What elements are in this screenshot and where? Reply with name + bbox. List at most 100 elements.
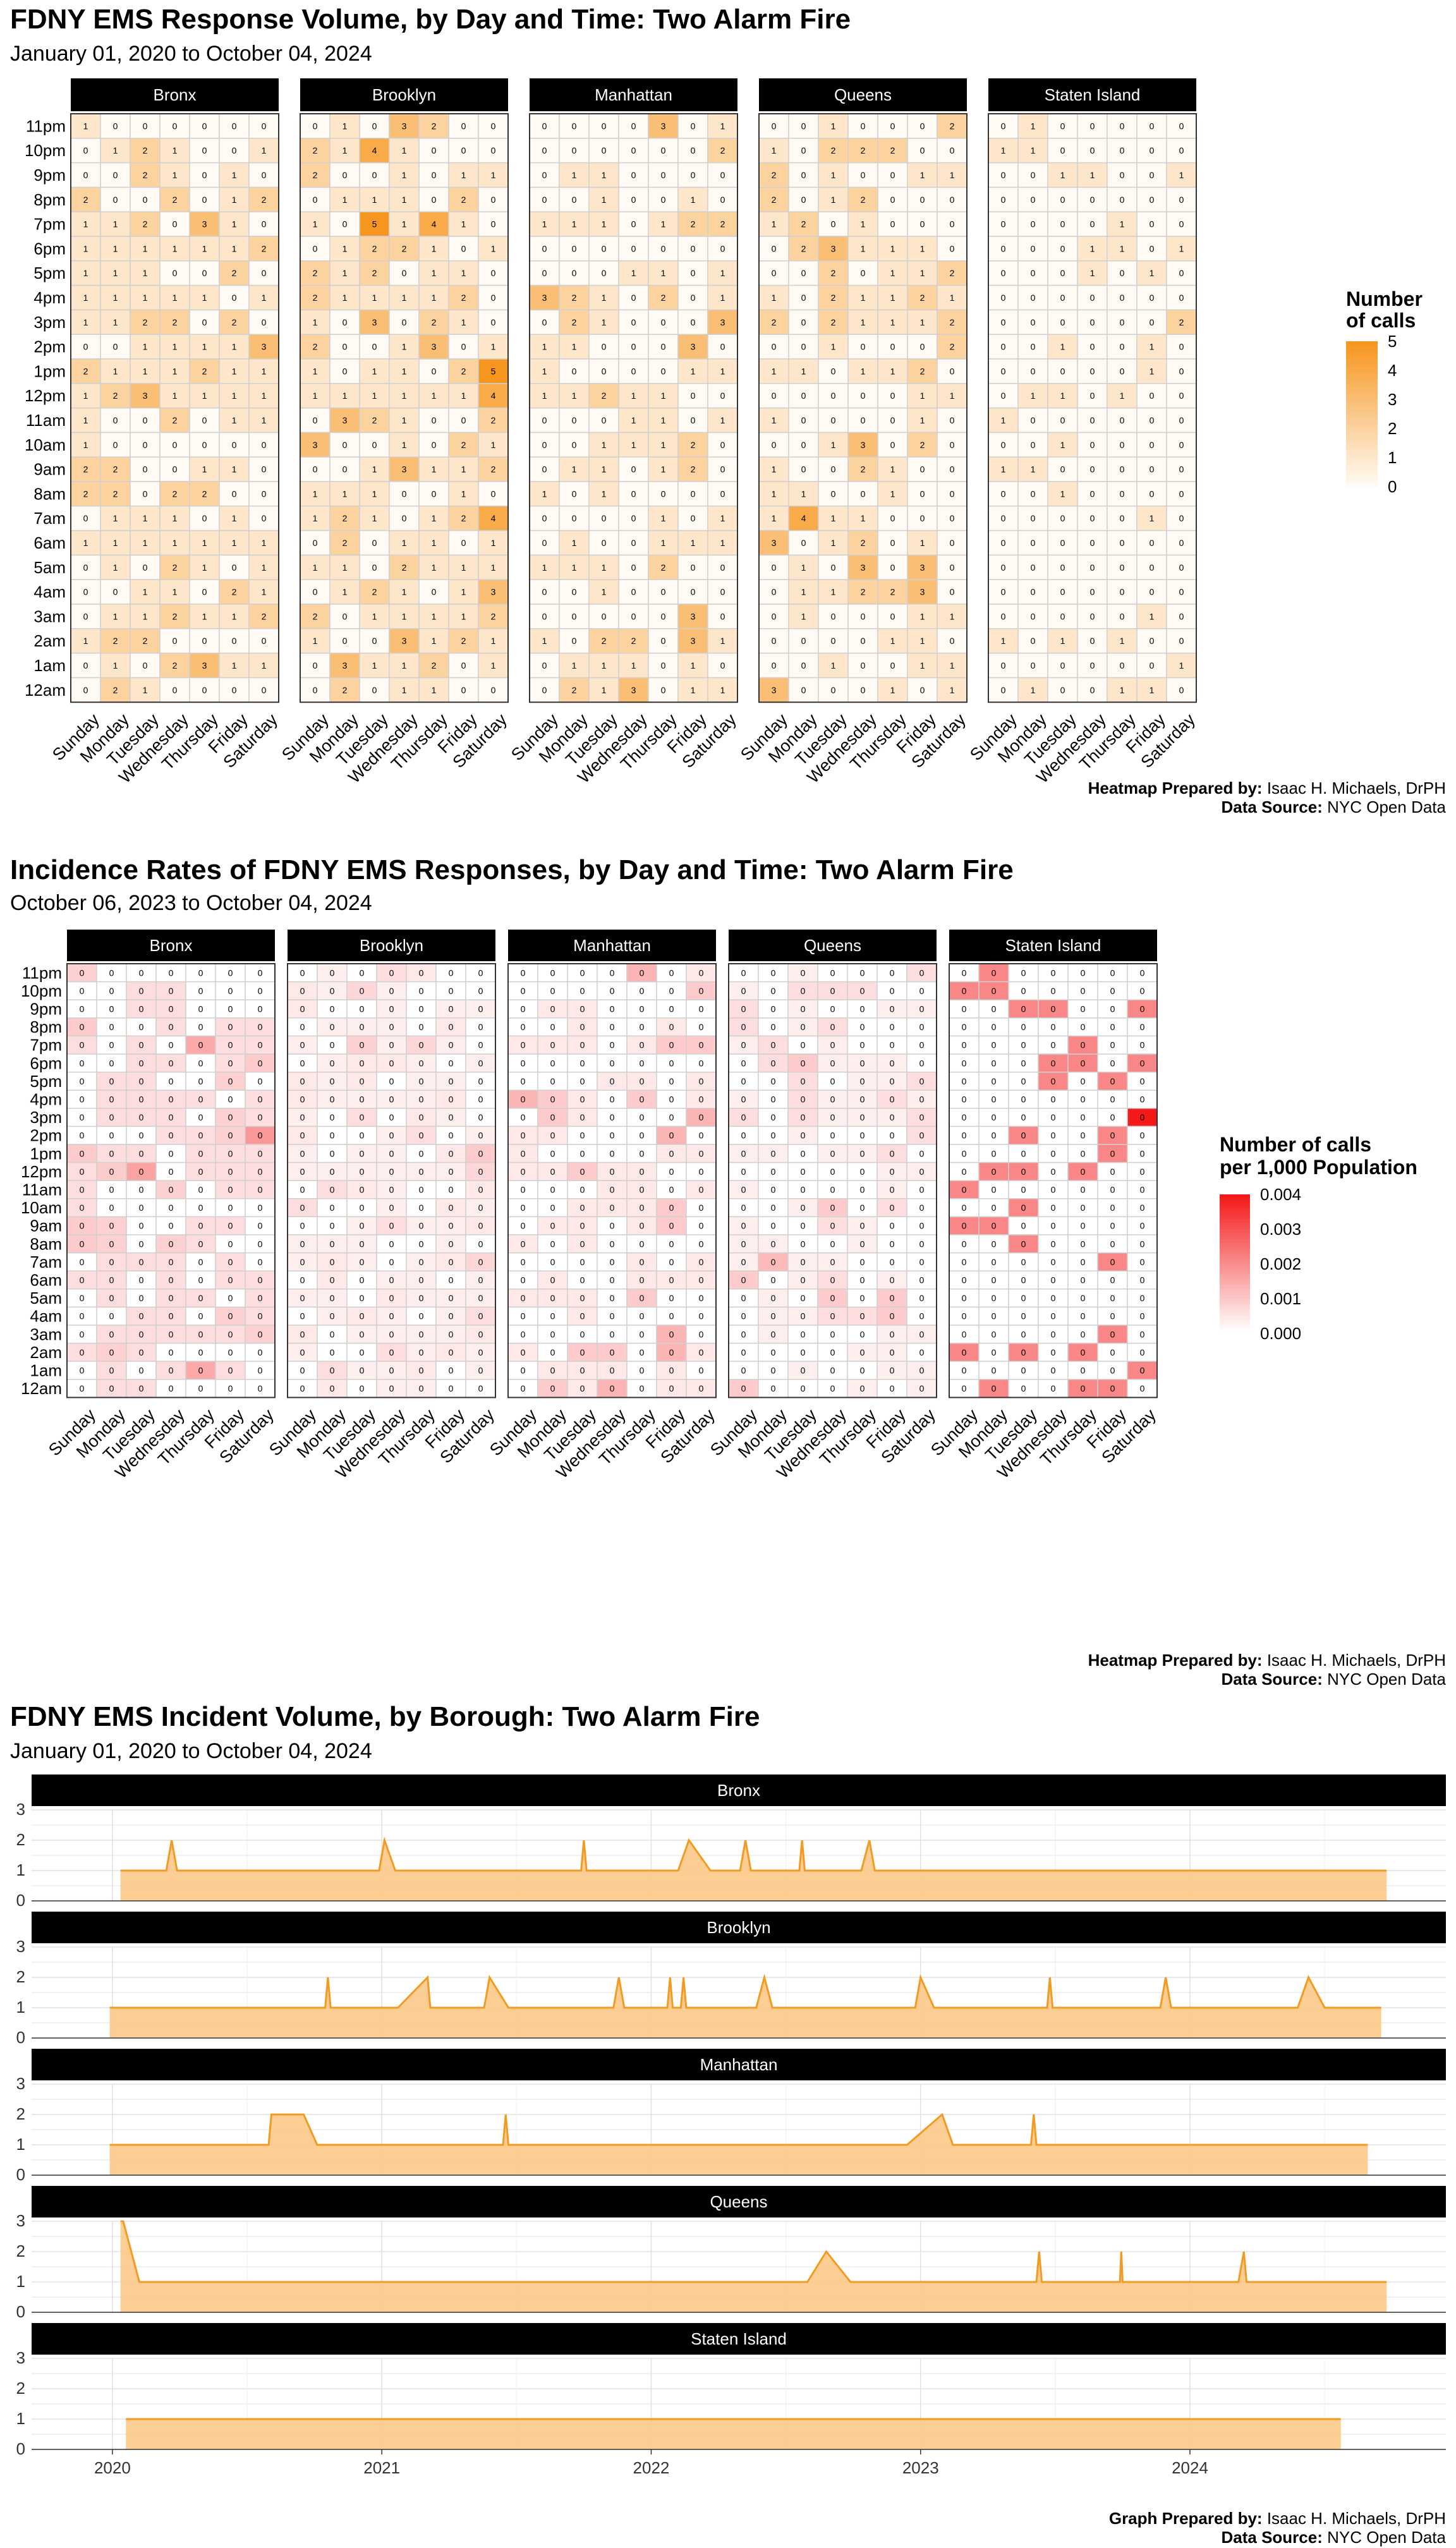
cell-label-bronx-10am-sunday: 1 <box>83 440 88 450</box>
cell-label-brooklyn-8pm-sunday: 0 <box>313 195 318 205</box>
cell-label-manhattan-11pm-saturday: 1 <box>720 121 725 131</box>
cell-label-brooklyn-7am-wednesday: 0 <box>402 513 407 523</box>
cell-label-bronx-2am-monday: 2 <box>113 636 118 646</box>
cell-label-manhattan-6pm-sunday: 0 <box>542 243 547 253</box>
cell-brooklyn-4pm-wednesday <box>389 284 420 311</box>
cell-label-brooklyn-9pm-friday: 1 <box>461 170 466 180</box>
cell-bronx-5pm-tuesday <box>130 260 161 286</box>
y-tick-bronx-1: 1 <box>16 1860 25 1879</box>
cell-label-bronx-8am-tuesday: 0 <box>143 488 148 499</box>
cell-label-bronx-4pm-wednesday: 1 <box>173 293 178 303</box>
chart1-subtitle: January 01, 2020 to October 04, 2024 <box>10 42 372 66</box>
cell-bronx-10pm-wednesday <box>159 138 190 164</box>
cell-label-manhattan-6pm-thursday: 0 <box>661 243 666 253</box>
cell-bronx-10pm-sunday <box>70 138 101 164</box>
cell-label-bronx-7am-monday: 1 <box>113 513 118 523</box>
cell-bronx-8am-monday <box>100 481 131 507</box>
cell-label-bronx-11pm-monday: 0 <box>113 121 118 131</box>
cell-label-manhattan-5pm-monday: 0 <box>572 268 577 278</box>
cell-label-brooklyn-5am-tuesday: 0 <box>372 562 377 573</box>
cell-label-bronx-4am-friday: 2 <box>232 587 237 597</box>
cell-label-brooklyn-10pm-thursday: 0 <box>432 145 437 155</box>
cell-label-brooklyn-8pm-monday: 1 <box>343 195 348 205</box>
cell-label-brooklyn-7am-monday: 2 <box>343 513 348 523</box>
cell-label-brooklyn-1am-tuesday: 1 <box>372 660 377 670</box>
cell-label-bronx-6pm-thursday: 1 <box>202 243 207 253</box>
cell-label-bronx-10pm-wednesday: 1 <box>173 145 178 155</box>
cell-bronx-9am-sunday <box>70 456 101 482</box>
cell-label-brooklyn-10am-friday: 2 <box>461 440 466 450</box>
cell-label-brooklyn-5am-sunday: 1 <box>313 562 318 573</box>
cell-label-brooklyn-2pm-thursday: 3 <box>432 342 437 352</box>
cell-label-brooklyn-1am-wednesday: 1 <box>402 660 407 670</box>
cell-label-brooklyn-6pm-thursday: 1 <box>432 243 437 253</box>
cell-label-brooklyn-1pm-saturday: 5 <box>491 366 496 376</box>
cell-bronx-9pm-sunday <box>70 162 101 188</box>
cell-label-brooklyn-2am-monday: 0 <box>343 636 348 646</box>
cell-label-bronx-8pm-saturday: 2 <box>262 195 267 205</box>
cell-brooklyn-3am-friday <box>448 604 479 629</box>
cell-manhattan-5pm-sunday <box>529 260 560 286</box>
cell-label-bronx-2pm-tuesday: 1 <box>143 342 148 352</box>
cell-label-bronx-12am-sunday: 0 <box>83 685 88 695</box>
cell-label-bronx-4am-saturday: 1 <box>262 587 267 597</box>
cell-brooklyn-9am-saturday <box>478 456 509 482</box>
cell-brooklyn-5am-monday <box>329 554 360 580</box>
cell-brooklyn-8am-thursday <box>418 481 449 507</box>
cell-brooklyn-9pm-saturday <box>478 162 509 188</box>
cell-label-bronx-9pm-tuesday: 2 <box>143 170 148 180</box>
cell-brooklyn-4am-monday <box>329 579 360 605</box>
cell-label-bronx-9am-thursday: 1 <box>202 464 207 475</box>
cell-label-bronx-6am-sunday: 1 <box>83 538 88 548</box>
y-tick-bronx-0: 0 <box>16 1891 25 1910</box>
y-tick-queens-2: 2 <box>16 2242 25 2260</box>
cell-label-bronx-12pm-sunday: 1 <box>83 391 88 401</box>
cell-label-manhattan-11pm-thursday: 3 <box>661 121 666 131</box>
cell-label-manhattan-8pm-tuesday: 1 <box>602 195 607 205</box>
chart3-credit-value-2: NYC Open Data <box>1327 2528 1446 2547</box>
cell-label-bronx-12pm-thursday: 1 <box>202 391 207 401</box>
cell-label-brooklyn-2am-wednesday: 3 <box>402 636 407 646</box>
cell-bronx-8am-saturday <box>248 481 279 507</box>
cell-label-brooklyn-7am-sunday: 1 <box>313 513 318 523</box>
cell-label-brooklyn-11am-thursday: 0 <box>432 415 437 425</box>
chart3-credit: Graph Prepared by: Isaac H. Michaels, Dr… <box>1109 2509 1446 2547</box>
cell-label-bronx-8am-wednesday: 2 <box>173 488 178 499</box>
cell-label-bronx-2pm-sunday: 0 <box>83 342 88 352</box>
cell-bronx-5pm-sunday <box>70 260 101 286</box>
cell-brooklyn-2pm-monday <box>329 334 360 360</box>
cell-label-brooklyn-12pm-monday: 1 <box>343 391 348 401</box>
cell-label-brooklyn-7pm-wednesday: 1 <box>402 219 407 229</box>
cell-label-brooklyn-7pm-saturday: 0 <box>491 219 496 229</box>
cell-label-bronx-10pm-tuesday: 2 <box>143 145 148 155</box>
cell-label-bronx-12am-tuesday: 1 <box>143 685 148 695</box>
cell-manhattan-7pm-tuesday <box>588 211 619 237</box>
cell-label-brooklyn-10pm-tuesday: 4 <box>372 145 377 155</box>
cell-brooklyn-4pm-saturday <box>478 284 509 311</box>
cell-label-brooklyn-4am-sunday: 0 <box>313 587 318 597</box>
cell-label-bronx-4pm-thursday: 1 <box>202 293 207 303</box>
cell-label-brooklyn-7pm-tuesday: 5 <box>372 219 377 229</box>
cell-label-brooklyn-12am-monday: 2 <box>343 685 348 695</box>
cell-label-brooklyn-3am-thursday: 1 <box>432 611 437 621</box>
cell-label-bronx-5pm-thursday: 0 <box>202 268 207 278</box>
y-tick-queens-0: 0 <box>16 2302 25 2321</box>
cell-brooklyn-5pm-friday <box>448 260 479 286</box>
cell-label-bronx-11am-wednesday: 2 <box>173 415 178 425</box>
cell-label-brooklyn-4pm-monday: 1 <box>343 293 348 303</box>
cell-label-manhattan-7pm-monday: 1 <box>572 219 577 229</box>
cell-label-manhattan-8pm-wednesday: 0 <box>631 195 636 205</box>
cell-label-bronx-2am-friday: 0 <box>232 636 237 646</box>
cell-label-brooklyn-1pm-tuesday: 1 <box>372 366 377 376</box>
cell-label-bronx-7am-thursday: 0 <box>202 513 207 523</box>
cell-brooklyn-9am-monday <box>329 456 360 482</box>
cell-label-bronx-3am-saturday: 2 <box>262 611 267 621</box>
cell-bronx-5am-tuesday <box>130 554 161 580</box>
cell-label-bronx-6am-thursday: 1 <box>202 538 207 548</box>
cell-label-brooklyn-8pm-friday: 2 <box>461 195 466 205</box>
cell-brooklyn-5pm-saturday <box>478 260 509 286</box>
cell-label-manhattan-10pm-sunday: 0 <box>542 145 547 155</box>
cell-label-brooklyn-9am-tuesday: 1 <box>372 464 377 475</box>
cell-label-brooklyn-10am-saturday: 1 <box>491 440 496 450</box>
x-tick-2022: 2022 <box>633 2458 670 2477</box>
